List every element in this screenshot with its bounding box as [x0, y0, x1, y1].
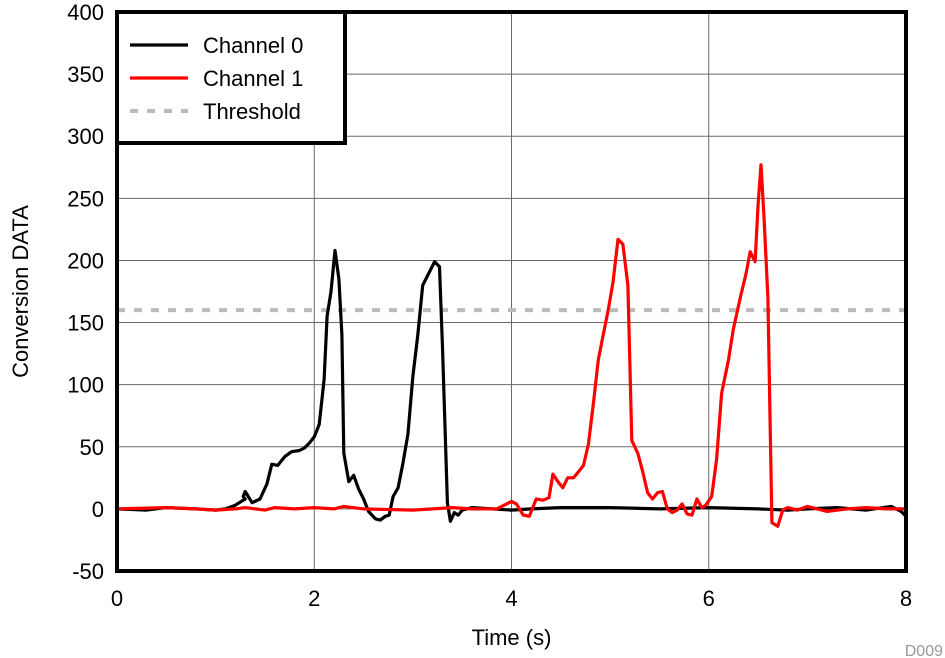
y-tick-label: 250 [67, 186, 104, 211]
y-tick-label: 200 [67, 248, 104, 273]
y-tick-label: 50 [80, 435, 104, 460]
legend-label: Channel 1 [203, 66, 303, 91]
x-axis-title: Time (s) [472, 625, 552, 650]
series-lines [116, 163, 908, 528]
x-tick-label: 8 [900, 586, 912, 611]
x-tick-label: 2 [308, 586, 320, 611]
x-tick-label: 0 [111, 586, 123, 611]
y-axis-title: Conversion DATA [8, 205, 33, 378]
series-line-channel-0 [116, 248, 908, 523]
x-tick-label: 4 [505, 586, 517, 611]
series-line-channel-1 [116, 163, 906, 528]
y-tick-label: 150 [67, 311, 104, 336]
x-tick-label: 6 [703, 586, 715, 611]
figure-id: D009 [905, 643, 943, 658]
legend-label: Channel 0 [203, 33, 303, 58]
tick-labels: 0 2 4 6 8 -50 0 50 100 150 200 250 300 350 400 [67, 0, 912, 611]
plot-frame [115, 10, 908, 573]
y-tick-label: 0 [92, 497, 104, 522]
y-tick-label: 300 [67, 124, 104, 149]
y-tick-label: 350 [67, 62, 104, 87]
y-tick-label: 400 [67, 0, 104, 25]
y-tick-label: 100 [67, 373, 104, 398]
legend: Channel 0 Channel 1 Threshold [115, 10, 347, 145]
legend-label: Threshold [203, 99, 301, 124]
y-tick-label: -50 [72, 559, 104, 584]
